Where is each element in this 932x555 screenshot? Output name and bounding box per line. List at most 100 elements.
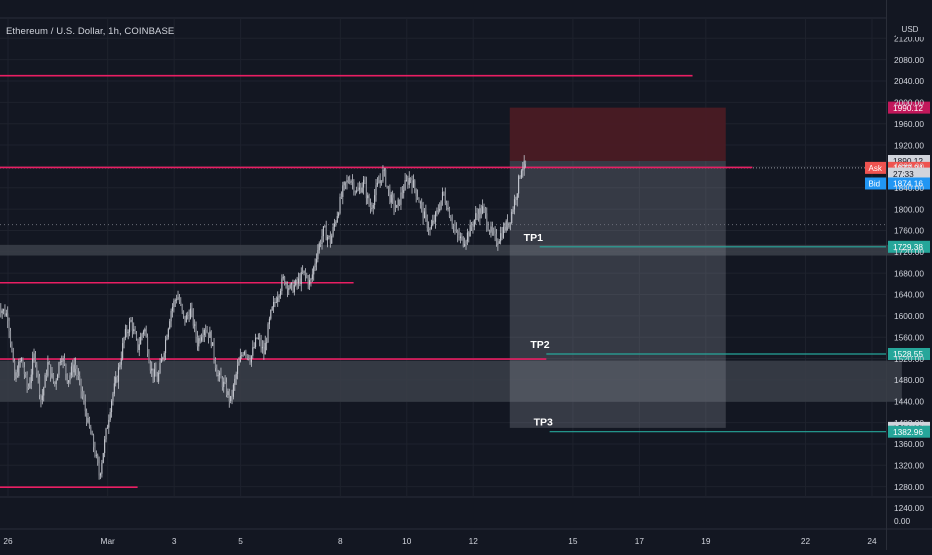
candle-body bbox=[447, 207, 449, 210]
candle-body bbox=[293, 285, 295, 293]
candle-body bbox=[5, 313, 7, 316]
candle-body bbox=[243, 351, 246, 355]
candle-body bbox=[383, 169, 385, 171]
y-tick-label: 1800.00 bbox=[894, 204, 924, 214]
candle-body bbox=[454, 225, 456, 230]
candle-body bbox=[33, 353, 35, 359]
price-tag: Ask bbox=[869, 164, 883, 173]
candle-body bbox=[407, 180, 409, 185]
candle-body bbox=[274, 301, 276, 303]
candle-body bbox=[429, 228, 431, 230]
x-tick-label: 15 bbox=[568, 536, 578, 546]
candle-body bbox=[191, 308, 193, 311]
price-tag: Bid bbox=[869, 180, 881, 189]
candle-body bbox=[286, 283, 288, 291]
candle-body bbox=[325, 226, 327, 241]
candle-body bbox=[73, 364, 75, 373]
price-axis[interactable]: 1240.00 1280.00 1320.00 1360.00 1400.00 1440.… bbox=[894, 34, 924, 527]
candle-body bbox=[435, 212, 437, 222]
y-tick-label: 1400.00 bbox=[894, 418, 924, 428]
y-tick-label: 1320.00 bbox=[894, 461, 924, 471]
candle-body bbox=[140, 336, 142, 345]
candle-body bbox=[102, 453, 104, 463]
candle-body bbox=[371, 207, 373, 210]
candle-body bbox=[223, 381, 225, 387]
candle-body bbox=[433, 220, 435, 222]
candle-body bbox=[448, 207, 450, 218]
candle-body bbox=[390, 194, 392, 203]
candle-body bbox=[16, 372, 18, 376]
candle-body bbox=[457, 231, 459, 235]
y-tick-label: 1560.00 bbox=[894, 332, 924, 342]
candle-body bbox=[484, 208, 486, 214]
candle-body bbox=[415, 188, 417, 197]
candle-body bbox=[21, 358, 23, 361]
candle-body bbox=[465, 241, 467, 245]
candle-body bbox=[315, 259, 318, 264]
y-tick-label: 2080.00 bbox=[894, 55, 924, 65]
target-label: TP3 bbox=[534, 417, 553, 429]
candle-body bbox=[141, 334, 143, 337]
candle-body bbox=[145, 329, 147, 338]
candle-body bbox=[267, 324, 269, 343]
candle-body bbox=[181, 304, 183, 311]
candle-body bbox=[83, 396, 85, 401]
y-tick-label: 1680.00 bbox=[894, 268, 924, 278]
candle-body bbox=[376, 182, 378, 186]
candle-body bbox=[228, 391, 230, 401]
candle-body bbox=[404, 180, 406, 191]
y-tick-label: 2120.00 bbox=[894, 34, 924, 44]
candle-body bbox=[335, 222, 337, 224]
candle-body bbox=[365, 183, 367, 199]
candle-body bbox=[62, 358, 64, 362]
candle-body bbox=[65, 364, 67, 374]
candle-body bbox=[400, 192, 402, 205]
candle-body bbox=[443, 191, 445, 194]
candle-body bbox=[84, 400, 86, 412]
candle-body bbox=[151, 368, 153, 371]
candle-body bbox=[252, 347, 254, 356]
candle-body bbox=[426, 216, 428, 228]
currency-badge[interactable]: USD bbox=[896, 23, 924, 37]
candle-body bbox=[375, 185, 377, 196]
candle-body bbox=[44, 374, 46, 388]
time-axis[interactable]: 26 Mar 3 5 8 10 12 15 17 19 22 24 bbox=[3, 536, 877, 546]
candle-body bbox=[504, 226, 506, 231]
candle-body bbox=[455, 229, 457, 232]
price-tag-bg bbox=[865, 161, 886, 174]
y-tick-label: 2040.00 bbox=[894, 76, 924, 86]
candle-body bbox=[192, 310, 194, 326]
price-label-bg bbox=[888, 177, 930, 190]
candle-body bbox=[511, 211, 513, 223]
candle-body bbox=[386, 185, 388, 187]
candle-body bbox=[453, 225, 455, 227]
candle-body bbox=[332, 226, 334, 236]
candle-body bbox=[194, 324, 196, 326]
candle-body bbox=[93, 434, 95, 448]
x-tick-label: Mar bbox=[101, 536, 116, 546]
y-tick-label: 1920.00 bbox=[894, 140, 924, 150]
price-label-bg bbox=[888, 425, 930, 438]
price-label: 1528.55 bbox=[893, 349, 923, 359]
candle-body bbox=[134, 329, 136, 334]
candle-body bbox=[277, 297, 279, 302]
y-tick-label: 1240.00 bbox=[894, 503, 924, 513]
candle-body bbox=[159, 362, 161, 374]
candle-body bbox=[166, 337, 168, 340]
candle-body bbox=[509, 222, 511, 224]
candle-body bbox=[479, 208, 481, 219]
candle-body bbox=[98, 463, 100, 476]
candle-body bbox=[354, 191, 356, 193]
candle-body bbox=[180, 302, 182, 305]
candle-body bbox=[278, 295, 280, 298]
candle-body bbox=[310, 278, 312, 281]
candle-body bbox=[126, 329, 128, 334]
candle-body bbox=[363, 179, 365, 188]
candle-body bbox=[165, 339, 167, 354]
candle-body bbox=[299, 278, 301, 285]
candle-body bbox=[360, 187, 362, 193]
candle-body bbox=[486, 213, 488, 227]
candle-body bbox=[345, 181, 347, 183]
